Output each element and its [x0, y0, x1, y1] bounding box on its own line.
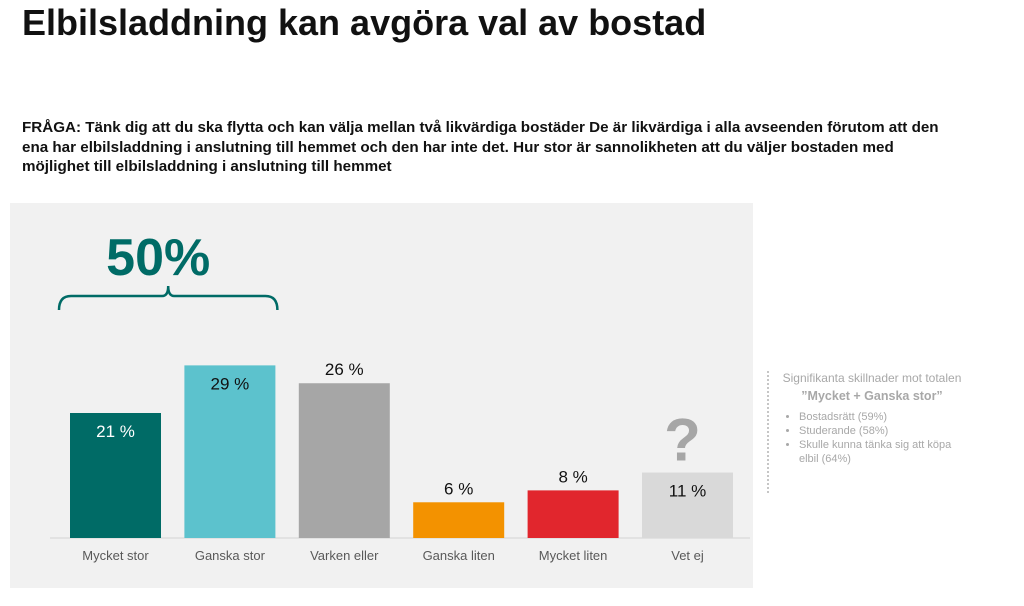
note-list: Bostadsrätt (59%) Studerande (58%) Skull… — [777, 410, 967, 466]
category-label: Mycket stor — [82, 548, 149, 563]
bracket — [57, 285, 279, 311]
data-label: 6 % — [444, 479, 473, 498]
bar — [184, 365, 276, 538]
data-label: 21 % — [96, 422, 135, 441]
chart-panel: 21 % Mycket stor 29 % Ganska stor 26 % Varken… — [10, 203, 753, 588]
bar — [70, 413, 161, 538]
question-mark: ? — [664, 407, 701, 474]
category-label: Vet ej — [671, 548, 704, 563]
data-label: 29 % — [211, 374, 250, 393]
bracket-total-label: 50% — [106, 229, 210, 287]
data-label: 26 % — [325, 360, 364, 379]
bar — [642, 472, 733, 538]
bar-chart: 21 % Mycket stor 29 % Ganska stor 26 % Varken… — [50, 229, 750, 563]
data-label: 11 % — [669, 482, 707, 501]
category-label: Varken eller — [310, 548, 379, 563]
data-label: 8 % — [558, 467, 587, 486]
category-label: Mycket liten — [539, 548, 608, 563]
question-text: FRÅGA: Tänk dig att du ska flytta och ka… — [22, 119, 939, 175]
bar — [527, 490, 619, 538]
bar — [413, 502, 505, 538]
note-item: Skulle kunna tänka sig att köpa elbil (6… — [799, 438, 967, 466]
category-label: Ganska liten — [423, 548, 495, 563]
bar — [298, 383, 390, 538]
note-item: Bostadsrätt (59%) — [799, 410, 967, 424]
note-heading: Signifikanta skillnader mot totalen — [782, 371, 962, 385]
note-emphasis: ”Mycket + Ganska stor” — [801, 389, 943, 403]
significance-note: Signifikanta skillnader mot totalen ”Myc… — [767, 371, 967, 493]
page-title: Elbilsladdning kan avgöra val av bostad — [22, 2, 707, 43]
category-label: Ganska stor — [195, 548, 266, 563]
note-item: Studerande (58%) — [799, 424, 967, 438]
